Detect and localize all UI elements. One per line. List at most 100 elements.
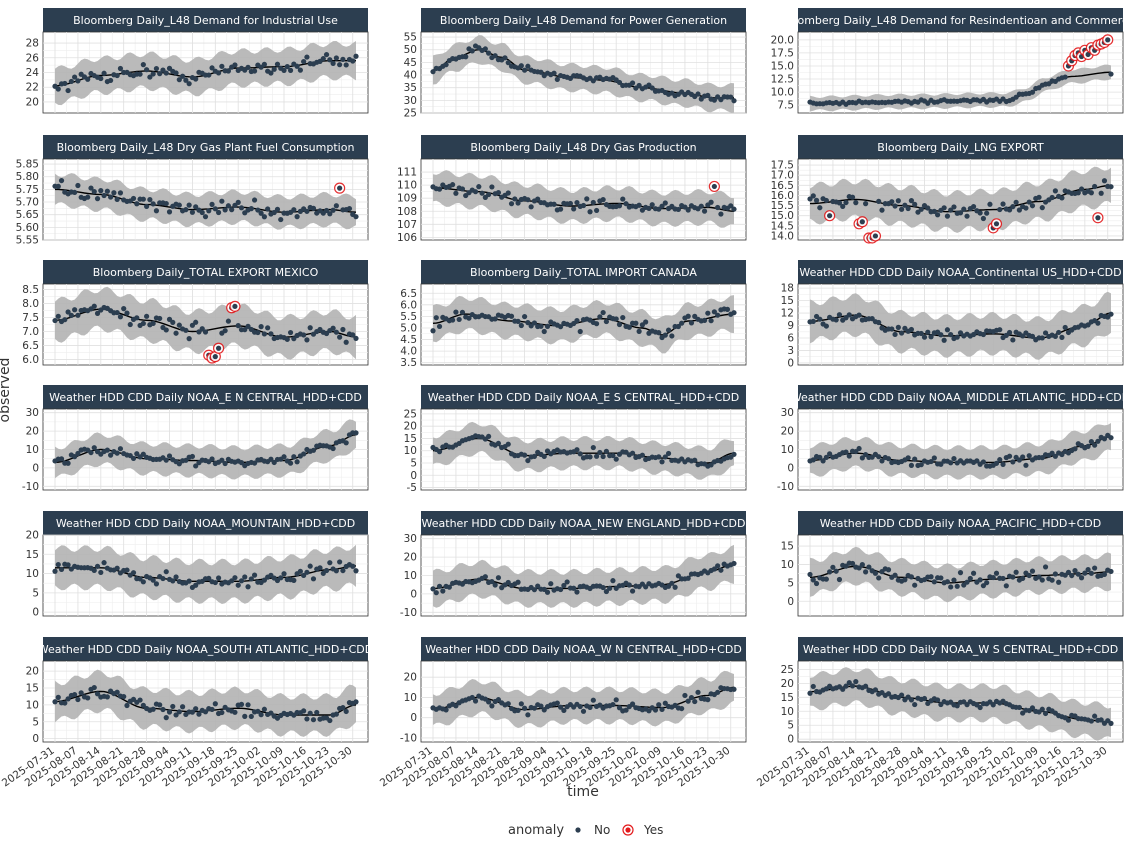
data-point	[1088, 718, 1094, 724]
data-point	[944, 579, 951, 585]
data-point	[938, 575, 944, 581]
y-tick-label: 15.5	[771, 200, 794, 212]
data-point	[307, 710, 313, 716]
y-tick-label: 25	[404, 408, 417, 420]
y-tick-label: 0	[787, 357, 794, 369]
data-point	[301, 332, 307, 338]
data-point	[268, 710, 274, 716]
data-point	[91, 567, 97, 574]
data-point	[443, 707, 449, 713]
data-point	[209, 201, 215, 207]
data-point	[265, 206, 271, 212]
data-point	[1095, 438, 1101, 444]
data-point	[685, 313, 691, 319]
data-point	[281, 67, 287, 74]
data-point	[807, 571, 813, 578]
data-point	[232, 62, 238, 68]
y-tick-label: -10	[400, 732, 417, 744]
data-point	[538, 69, 544, 75]
data-point	[433, 315, 439, 321]
data-point	[931, 208, 937, 214]
data-point	[990, 702, 996, 708]
data-point	[846, 312, 852, 318]
data-point	[75, 312, 81, 318]
y-tick-label: 20	[781, 678, 794, 690]
data-point	[486, 433, 492, 440]
data-point	[330, 207, 336, 213]
data-point	[675, 206, 681, 213]
data-point	[245, 323, 251, 329]
data-point	[921, 695, 928, 702]
data-point	[934, 697, 941, 703]
data-point	[261, 331, 267, 337]
data-point	[974, 458, 980, 464]
data-point	[268, 456, 274, 462]
x-axis-title: time	[567, 784, 599, 800]
data-point	[531, 587, 538, 593]
data-point	[1088, 570, 1094, 576]
data-point	[849, 560, 856, 567]
y-tick-label: 6.0	[400, 299, 417, 311]
data-point	[1092, 713, 1098, 719]
data-point	[685, 207, 691, 213]
data-point	[317, 565, 323, 571]
data-point	[94, 563, 101, 569]
data-point	[294, 214, 300, 220]
data-point	[193, 582, 199, 588]
data-point	[353, 53, 359, 59]
y-tick-label: 12.5	[771, 74, 794, 86]
data-point	[593, 207, 600, 214]
data-point	[121, 693, 127, 700]
data-point	[1092, 183, 1098, 190]
data-point	[600, 197, 606, 203]
data-point	[1029, 705, 1036, 711]
data-point	[885, 691, 892, 697]
legend-key-no	[575, 827, 581, 833]
data-point	[166, 209, 173, 215]
data-point	[508, 201, 515, 207]
data-point	[957, 330, 964, 336]
data-point	[75, 78, 81, 84]
y-tick-label: 35	[404, 82, 417, 94]
y-tick-label: 30	[781, 407, 794, 419]
facet-panel: Weather HDD CDD Daily NOAA_E N CENTRAL_H…	[22, 385, 369, 493]
data-point	[255, 329, 261, 336]
data-point	[610, 701, 616, 708]
data-point	[160, 575, 166, 582]
data-point	[459, 186, 466, 192]
data-point	[1013, 94, 1019, 100]
data-point	[593, 321, 600, 327]
data-point	[662, 700, 668, 706]
data-point	[908, 697, 915, 703]
data-point	[486, 699, 492, 705]
data-point	[72, 189, 78, 196]
y-tick-label: 3.5	[400, 357, 417, 369]
data-point	[584, 196, 590, 202]
data-point	[836, 200, 843, 206]
facet-panel: Weather HDD CDD Daily NOAA_Continental U…	[781, 260, 1124, 369]
data-point	[469, 48, 475, 54]
data-point	[574, 199, 580, 206]
data-point	[708, 462, 714, 468]
data-point	[114, 565, 120, 571]
data-point	[610, 578, 616, 584]
data-point	[153, 65, 160, 72]
data-point	[353, 568, 359, 574]
data-point	[984, 210, 990, 216]
data-point	[127, 321, 133, 328]
data-point	[590, 444, 596, 451]
data-point	[1082, 570, 1088, 576]
data-point	[544, 589, 551, 595]
data-point	[813, 580, 820, 587]
data-point	[330, 445, 336, 452]
data-point	[238, 205, 245, 211]
data-point	[836, 576, 843, 583]
data-point	[695, 689, 701, 695]
data-point	[948, 584, 954, 590]
data-point	[327, 560, 333, 566]
data-point	[343, 708, 349, 715]
facet-title: Bloomberg Daily_L48 Demand for Resindent…	[780, 14, 1131, 27]
data-point	[104, 447, 110, 453]
data-point	[843, 199, 849, 206]
y-tick-label: 5.75	[16, 184, 39, 196]
